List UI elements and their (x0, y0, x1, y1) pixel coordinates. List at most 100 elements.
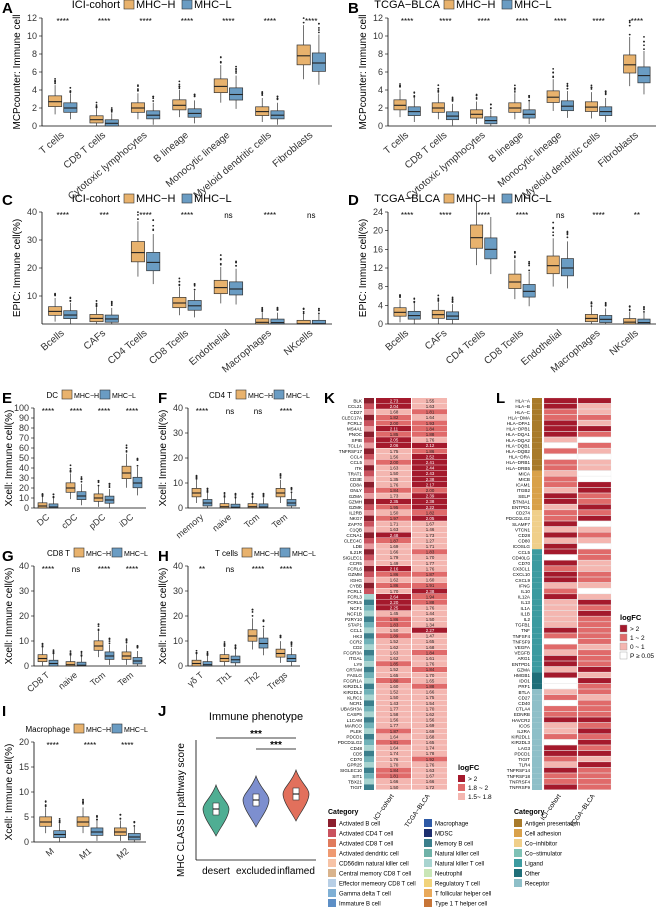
category-swatch (328, 889, 336, 897)
category-strip-cell (364, 745, 374, 751)
heat-cell (376, 504, 411, 510)
legend-label-low: MHC−L (124, 727, 148, 734)
outlier-point (52, 650, 55, 653)
outlier-point (69, 467, 72, 470)
category-label: Neutrophil (435, 872, 462, 878)
category-swatch (514, 859, 522, 867)
category-strip-cell (364, 448, 374, 454)
outlier-point (528, 99, 531, 102)
heat-cell (412, 661, 447, 667)
row-label: IL21R (350, 550, 363, 555)
outlier-point (97, 623, 100, 626)
y-tick-label: 90 (19, 413, 29, 423)
heat-value: 2.35 (390, 499, 399, 504)
outlier-point (489, 103, 492, 106)
heat-cell (376, 672, 411, 678)
row-label: CD27 (518, 695, 530, 700)
category-strip-cell (532, 504, 542, 510)
heat-cell (577, 470, 612, 477)
heat-cell (543, 409, 578, 415)
heat-cell (412, 426, 447, 432)
outlier-point (136, 464, 139, 467)
y-tick-label: 16 (373, 244, 383, 254)
outlier-point (108, 483, 111, 485)
heat-value: 2.39 (426, 494, 435, 499)
outlier-point (223, 644, 226, 647)
y-tick-label: 4 (378, 300, 383, 310)
row-label: L1CAM (347, 718, 362, 723)
y-tick-label: 20 (173, 453, 183, 463)
significance-label: **** (554, 17, 566, 26)
legend-swatch (619, 651, 628, 660)
legend-swatch-low (501, 193, 513, 204)
row-label: CYBB (349, 583, 362, 588)
outlier-point (235, 264, 237, 267)
heat-cell (543, 543, 578, 549)
outlier-point (302, 312, 305, 315)
category-strip-cell (532, 756, 542, 762)
row-label: GZMA (349, 494, 363, 499)
category-strip-cell (364, 538, 374, 544)
heat-cell (577, 733, 612, 740)
category-strip-cell (364, 784, 374, 790)
heat-cell (543, 493, 578, 499)
significance-label: **** (280, 565, 292, 574)
category-strip-cell (532, 734, 542, 740)
outlier-point (97, 625, 100, 628)
heat-value: 1.63 (390, 650, 399, 655)
outlier-point (643, 40, 645, 43)
x-tick-label: γδ T (185, 670, 205, 689)
legend-label-low: MHC−L (514, 0, 552, 11)
outlier-point (69, 652, 72, 655)
panel-label-d: D (348, 192, 359, 209)
outlier-point (133, 825, 136, 827)
heat-cell (376, 543, 411, 549)
outlier-point (235, 67, 237, 70)
outlier-point (235, 70, 237, 73)
outlier-point (137, 89, 139, 92)
outlier-point (590, 86, 593, 89)
outlier-point (261, 94, 264, 97)
heat-cell (412, 728, 447, 734)
heat-value: 2.05 (426, 516, 435, 521)
heat-cell (376, 566, 411, 572)
heat-value: 2.22 (426, 505, 435, 510)
outlier-point (80, 654, 83, 657)
legend-label: 1.5~ 1.8 (468, 794, 492, 801)
legend-title: CD8 T (47, 549, 70, 558)
heat-cell (376, 571, 411, 577)
x-tick-label: inflamed (277, 866, 315, 877)
outlier-point (44, 800, 47, 803)
row-label: ENTPD1 (512, 662, 531, 667)
outlier-point (69, 299, 72, 302)
outlier-point (566, 87, 569, 90)
legend-title: Macrophage (26, 725, 71, 734)
outlier-point (80, 650, 83, 653)
row-label: ICOS (519, 723, 530, 728)
heat-value: 1.52 (390, 667, 399, 672)
significance-label: **** (139, 211, 151, 220)
category-label: Activated dendritic cell (339, 852, 399, 858)
y-tick-label: 0 (24, 661, 29, 671)
outlier-point (643, 35, 645, 38)
outlier-point (152, 224, 155, 227)
category-strip-cell (532, 644, 542, 650)
outlier-point (125, 638, 128, 641)
heat-value: 1.27 (426, 538, 435, 543)
category-strip-cell (532, 454, 542, 460)
heat-value: 2.11 (390, 426, 399, 431)
legend-label-high: MHC−H (74, 393, 99, 400)
legend-swatch (619, 624, 628, 633)
legend-swatch-low (99, 389, 111, 400)
y-tick-label: 0 (178, 661, 183, 671)
heat-cell (577, 414, 612, 421)
category-strip-cell (364, 638, 374, 645)
outlier-point (223, 641, 226, 643)
heat-cell (577, 442, 612, 449)
category-label: Type 1 T helper cell (435, 902, 487, 908)
row-label: CASP5 (347, 712, 363, 717)
row-label: MARCO (345, 723, 363, 728)
heat-value: 2.12 (426, 443, 435, 448)
heat-cell (577, 543, 612, 549)
heat-cell (543, 717, 578, 723)
